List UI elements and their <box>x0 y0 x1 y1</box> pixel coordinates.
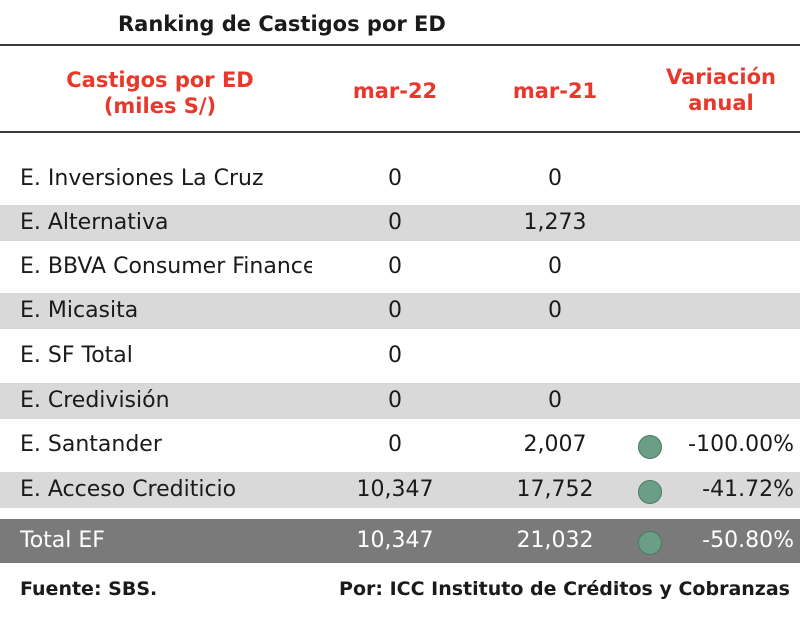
header-castigos: Castigos por ED (miles S/) <box>40 67 280 119</box>
footer-source: Fuente: SBS. <box>20 578 158 600</box>
row-variacion: -41.72% <box>702 477 794 502</box>
row-name: E. Micasita <box>20 298 139 323</box>
total-variacion: -50.80% <box>702 528 794 553</box>
table-row: E. Alternativa 0 1,273 <box>0 205 800 241</box>
table-row: E. Credivisión 0 0 <box>0 383 800 419</box>
row-mar21: 0 <box>548 166 562 191</box>
row-mar22: 0 <box>388 388 402 413</box>
row-mar21: 17,752 <box>516 477 594 502</box>
total-mar22: 10,347 <box>356 528 434 553</box>
table-row: E. BBVA Consumer Finance 0 0 <box>0 249 800 285</box>
row-mar21 <box>500 338 610 374</box>
table-row: E. SF Total 0 <box>0 338 800 374</box>
row-mar21: 0 <box>548 298 562 323</box>
row-mar21: 2,007 <box>523 432 587 457</box>
header-bottom-rule <box>0 131 800 133</box>
row-variacion: -100.00% <box>688 432 794 457</box>
row-mar21: 0 <box>548 388 562 413</box>
row-mar21: 1,273 <box>523 210 587 235</box>
total-name: Total EF <box>20 528 105 553</box>
row-mar22: 0 <box>388 254 402 279</box>
row-name: E. SF Total <box>20 343 133 368</box>
header-top-rule <box>0 44 800 46</box>
status-dot-icon <box>638 435 662 459</box>
table-row: E. Inversiones La Cruz 0 0 <box>0 161 800 197</box>
footer-credit: Por: ICC Instituto de Créditos y Cobranz… <box>339 578 790 600</box>
row-name: E. Inversiones La Cruz <box>20 166 264 191</box>
header-mar22: mar-22 <box>352 79 438 103</box>
table-row: E. Micasita 0 0 <box>0 293 800 329</box>
total-mar21: 21,032 <box>516 528 594 553</box>
status-dot-icon <box>638 480 662 504</box>
table-row: E. Acceso Crediticio 10,347 17,752 -41.7… <box>0 472 800 508</box>
header-castigos-line1: Castigos por ED <box>66 68 254 92</box>
header-variacion: Variación anual <box>636 64 800 116</box>
header-mar21: mar-21 <box>512 79 598 103</box>
header-variacion-line1: Variación <box>665 65 777 89</box>
row-mar22: 0 <box>388 166 402 191</box>
table-row: E. Santander 0 2,007 -100.00% <box>0 427 800 463</box>
row-mar21: 0 <box>548 254 562 279</box>
row-name: E. Alternativa <box>20 210 169 235</box>
header-castigos-line2: (miles S/) <box>103 94 217 118</box>
row-mar22: 0 <box>388 298 402 323</box>
row-mar22: 10,347 <box>356 477 434 502</box>
row-mar22: 0 <box>388 210 402 235</box>
row-name: E. Credivisión <box>20 388 170 413</box>
row-name: E. Acceso Crediticio <box>20 477 237 502</box>
row-mar22: 0 <box>388 432 402 457</box>
row-mar22: 0 <box>388 343 402 368</box>
row-name: E. BBVA Consumer Finance <box>20 254 312 279</box>
table-title: Ranking de Castigos por ED <box>118 12 446 36</box>
header-variacion-line2: anual <box>688 91 754 115</box>
total-row: Total EF 10,347 21,032 -50.80% <box>0 519 800 563</box>
status-dot-icon <box>638 531 662 555</box>
row-name: E. Santander <box>20 432 162 457</box>
